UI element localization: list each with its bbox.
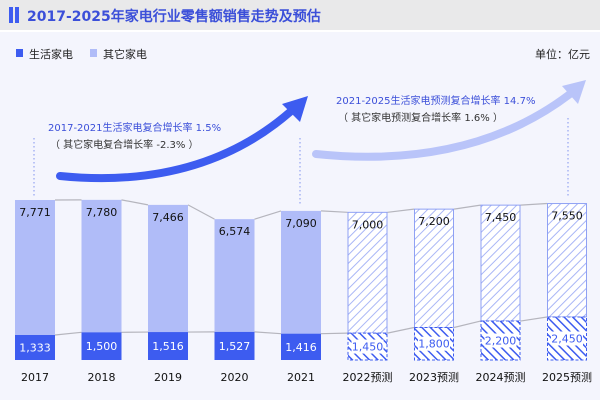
value-label-other: 7,000 (352, 218, 384, 231)
unit-label: 单位：亿元 (535, 47, 590, 61)
value-label-living: 1,800 (418, 338, 450, 351)
value-label-other: 7,200 (418, 215, 450, 228)
x-tick-label: 2020 (221, 371, 249, 384)
value-label-other: 7,771 (19, 206, 51, 219)
x-tick-label: 2023预测 (409, 371, 459, 384)
value-label-living: 1,527 (219, 340, 251, 353)
x-tick-label: 2022预测 (343, 371, 393, 384)
legend-swatch-living (16, 49, 23, 57)
value-label-living: 2,200 (485, 335, 517, 348)
value-label-other: 6,574 (219, 225, 251, 238)
legend-label-living: 生活家电 (29, 47, 73, 61)
bar-other (82, 200, 122, 332)
title-marker-icon (9, 7, 13, 23)
forecast-cagr-main: 2021-2025生活家电预测复合增长率 14.7% (336, 94, 535, 107)
x-tick-label: 2024预测 (476, 371, 526, 384)
value-label-living: 1,516 (152, 340, 184, 353)
chart-title: 2017-2025年家电行业零售额销售走势及预估 (27, 8, 321, 25)
title-marker-icon (15, 7, 19, 23)
x-tick-label: 2021 (287, 371, 315, 384)
bar-other (15, 200, 55, 335)
value-label-other: 7,090 (285, 217, 317, 230)
value-label-other: 7,450 (485, 211, 517, 224)
mid-connector-line (321, 333, 348, 334)
value-label-living: 1,333 (19, 342, 51, 355)
legend-label-other: 其它家电 (103, 47, 147, 61)
x-tick-label: 2017 (21, 371, 49, 384)
x-tick-label: 2019 (154, 371, 182, 384)
x-tick-label: 2018 (88, 371, 116, 384)
value-label-living: 2,450 (551, 333, 583, 346)
value-label-other: 7,466 (152, 211, 184, 224)
value-label-living: 1,416 (285, 341, 317, 354)
historical-cagr-main: 2017-2021生活家电复合增长率 1.5% (48, 121, 221, 134)
value-label-other: 7,550 (551, 210, 583, 223)
legend-swatch-other (90, 49, 97, 57)
bars-group: 7,771 1,333 2017 7,780 1,500 2018 7,466 1,516 20… (15, 200, 592, 384)
bar-other (148, 205, 188, 332)
value-label-living: 1,500 (86, 340, 118, 353)
x-tick-label: 2025预测 (542, 371, 592, 384)
forecast-cagr-sub: （ 其它家电预测复合增长率 1.6% ） (338, 111, 503, 124)
value-label-other: 7,780 (86, 206, 118, 219)
historical-cagr-sub: （ 其它家电复合增长率 -2.3% ） (50, 138, 199, 151)
value-label-living: 1,450 (352, 341, 384, 354)
